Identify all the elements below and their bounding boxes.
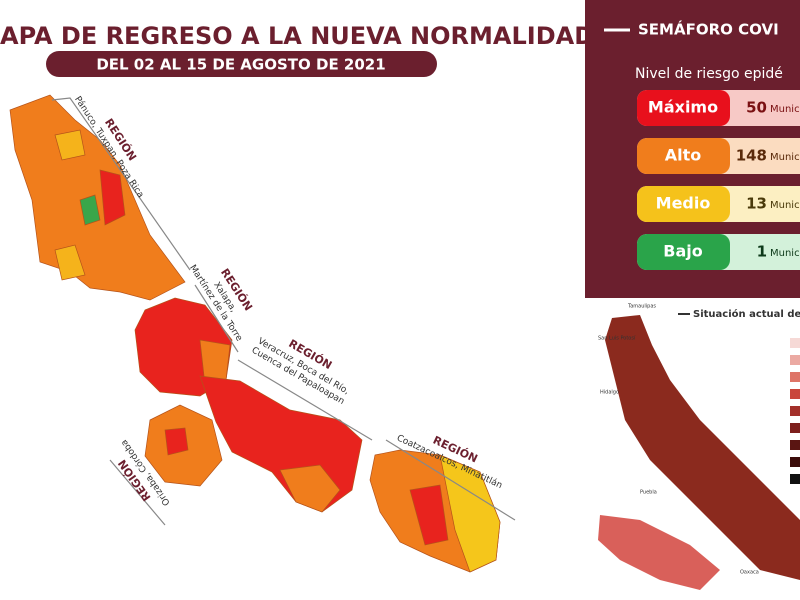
legend-swatch [790,474,800,484]
zone-max [99,169,126,226]
level-name: Bajo [663,242,702,261]
zone-max [164,427,189,456]
veracruz-map [9,94,501,573]
level-name: Alto [665,146,702,165]
legend-swatch [790,406,800,416]
level-count: 1 [757,243,767,261]
region-north [9,94,186,301]
bracket [194,284,239,353]
level-unit: Munic [770,200,800,211]
state-label: Puebla [640,490,657,496]
bracket [237,359,373,441]
legend-swatch [790,355,800,365]
level-count: 13 [746,195,767,213]
region-brackets [51,97,516,526]
state-label: Tamaulipas [627,304,656,310]
bracket [51,97,191,271]
panel-title: SEMÁFORO COVI [638,20,779,39]
zone-low [79,194,101,226]
inset-map [605,315,800,580]
level-chip [637,186,730,222]
legend-swatch [790,440,800,450]
legend-swatch [790,372,800,382]
state-label: Hidalgo [600,390,619,396]
inset-states: Tamaulipas San Luis Potosí Hidalgo Puebla Oa… [598,304,759,576]
level-name: Medio [656,194,711,213]
inset-legend [790,338,800,484]
level-count: 50 [746,99,767,117]
zone-medium [54,129,86,161]
subtitle-pill [46,51,437,77]
level-chip [637,90,730,126]
legend-swatch [790,423,800,433]
panel-subtitle: Nivel de riesgo epidé [635,66,783,82]
zone-medium [439,454,501,573]
level-count: 148 [736,147,767,165]
level-unit: Munic [770,104,800,115]
state-label: Oaxaca [740,570,759,576]
zone-medium [54,244,86,281]
inset-title: Situación actual de [693,308,800,320]
state-label: San Luis Potosí [598,335,636,342]
title: APA DE REGRESO A LA NUEVA NORMALIDAD [0,22,594,50]
subtitle: DEL 02 AL 15 DE AGOSTO DE 2021 [96,56,385,74]
level-unit: Munic [770,248,800,259]
level-name: Máximo [648,98,718,117]
bracket [109,459,166,526]
level-chip [637,234,730,270]
zone-high [279,464,341,513]
zone-max [409,484,449,546]
inset-mexico [598,515,720,590]
level-unit: Munic [770,152,800,163]
legend-swatch [790,338,800,348]
legend-swatch [790,389,800,399]
legend-swatch [790,457,800,467]
bracket [385,439,516,521]
level-chip [637,138,730,174]
